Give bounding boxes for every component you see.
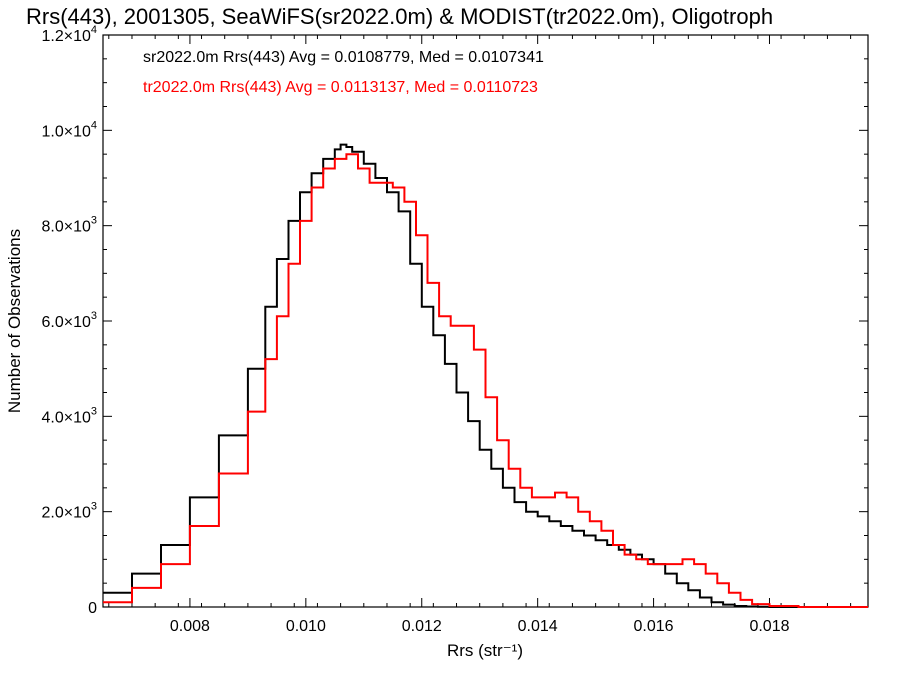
x-tick-label: 0.008 bbox=[170, 618, 210, 635]
y-tick-label: 4.0×103 bbox=[41, 405, 97, 426]
series-lines bbox=[103, 143, 868, 608]
y-tick-label: 6.0×103 bbox=[41, 310, 97, 331]
y-tick-label: 1.2×104 bbox=[41, 24, 97, 45]
y-tick-label: 8.0×103 bbox=[41, 215, 97, 236]
plot-frame bbox=[102, 34, 869, 608]
x-tick-label: 0.018 bbox=[749, 618, 789, 635]
y-tick-label: 2.0×103 bbox=[41, 501, 97, 522]
x-tick-label: 0.010 bbox=[286, 618, 326, 635]
x-axis-label: Rrs (str⁻¹) bbox=[447, 641, 523, 660]
x-tick-label: 0.012 bbox=[402, 618, 442, 635]
x-tick-label: 0.016 bbox=[634, 618, 674, 635]
axis-ticks: 0.008 0.010 0.012 0.014 0.016 0.018 0 2.0×103 4.… bbox=[41, 24, 868, 635]
x-tick-label: 0.014 bbox=[518, 618, 558, 635]
y-tick-label: 0 bbox=[88, 600, 97, 617]
legend-entry-sr2022: sr2022.0m Rrs(443) Avg = 0.0108779, Med … bbox=[143, 49, 544, 66]
series-line-sr2022-0m bbox=[103, 143, 868, 608]
y-tick-label: 1.0×104 bbox=[41, 119, 97, 140]
series-line-tr2022-0m bbox=[103, 153, 868, 608]
chart-title: Rrs(443), 2001305, SeaWiFS(sr2022.0m) & … bbox=[26, 4, 773, 29]
y-axis-label: Number of Observations bbox=[5, 229, 24, 413]
legend-entry-tr2022: tr2022.0m Rrs(443) Avg = 0.0113137, Med … bbox=[143, 79, 538, 96]
